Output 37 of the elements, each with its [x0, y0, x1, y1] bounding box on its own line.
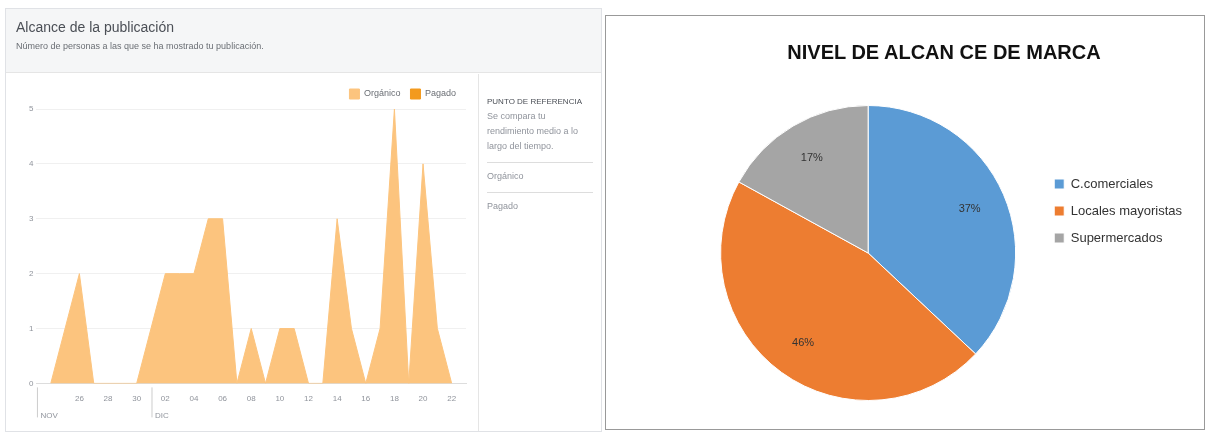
x-tick-label: 06 — [218, 394, 228, 404]
x-tick-label: 30 — [132, 394, 142, 404]
x-tick-label: 22 — [447, 394, 457, 404]
y-tick-label: 1 — [29, 323, 34, 333]
y-tick-label: 0 — [29, 378, 34, 388]
legend-label: Locales mayoristas — [1070, 202, 1183, 218]
text: PUNTO DE REFERENCIA — [487, 96, 583, 108]
chart-title: NIVEL DE ALCAN CE DE MARCA — [787, 40, 1101, 63]
x-tick-label: 28 — [103, 394, 114, 404]
y-tick-label: 4 — [29, 159, 34, 169]
x-tick-label: 26 — [74, 394, 85, 404]
x-tick-label: 04 — [189, 394, 199, 404]
chart-subtitle: Número de personas a las que se ha mostrado tu publicación. — [16, 41, 265, 51]
y-tick-label: 5 — [29, 104, 34, 114]
text: Se compara tu rendimiento medio a lo largo del tiempo. — [487, 110, 580, 153]
legend-label: Supermercados — [1070, 229, 1163, 245]
text: Orgánico — [487, 162, 593, 184]
text: Pagado — [487, 192, 593, 214]
legend-label: Orgánico — [363, 88, 401, 99]
x-tick-label: 16 — [361, 394, 371, 404]
x-tick-label: 18 — [389, 394, 400, 404]
text: NOV — [40, 410, 59, 420]
data-label: 17% — [800, 150, 824, 163]
legend-label: Pagado — [424, 88, 456, 99]
data-label: 46% — [792, 335, 815, 348]
text: DIC — [155, 410, 169, 420]
x-tick-label: 08 — [246, 394, 257, 404]
x-tick-label: 02 — [160, 394, 171, 404]
x-tick-label: 14 — [332, 394, 343, 404]
y-tick-label: 3 — [29, 213, 34, 223]
x-tick-label: 20 — [418, 394, 429, 404]
chart-title: Alcance de la publicación — [16, 19, 175, 35]
y-tick-label: 2 — [29, 268, 34, 278]
x-tick-label: 12 — [304, 394, 314, 404]
legend-label: C.comerciales — [1070, 175, 1154, 191]
data-label: 37% — [958, 202, 981, 215]
x-tick-label: 10 — [275, 394, 285, 404]
